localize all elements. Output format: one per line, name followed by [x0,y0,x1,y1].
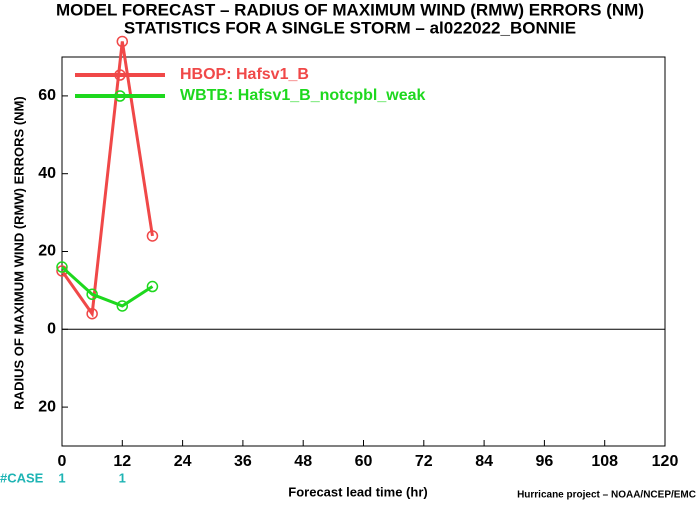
data-point [146,280,159,293]
credit: Hurricane project – NOAA/NCEP/EMC [517,490,696,501]
data-point [116,300,129,312]
data-point [146,230,159,242]
y-tick-label: 40 [38,165,56,182]
series-line [60,265,154,308]
plot-frame [61,56,666,447]
x-tick-label: 96 [536,453,554,470]
data-point [86,288,98,301]
y-tick-label: 60 [38,87,56,104]
x-tick-label: 36 [234,453,252,470]
chart-subtitle: STATISTICS FOR A SINGLE STORM – al022022… [124,18,576,37]
y-axis-label: RADIUS OF MAXIMUM WIND (RMW) ERRORS (NM) [11,96,26,409]
x-tick-label: 84 [475,453,493,470]
legend-label: WBTB: Hafsv1_B_notcpbl_weak [180,87,425,104]
legend-marker [114,69,126,81]
x-tick-label: 12 [113,453,131,470]
x-tick-label: 48 [294,453,312,470]
case-count: 1 [58,470,65,485]
case-label: #CASE [0,470,44,485]
y-tick-label: 20 [38,243,56,260]
y-tick-label: 0 [47,321,56,338]
legend-label: HBOP: Hafsv1_B [180,66,309,83]
series-line [60,41,154,318]
x-axis-label: Forecast lead time (hr) [288,484,427,499]
x-tick-label: 108 [591,453,618,470]
x-tick-label: 60 [355,453,373,470]
data-point [86,307,98,320]
data-point [56,261,68,273]
data-point [116,35,129,48]
y-tick-label: 20 [38,398,56,415]
x-tick-label: 72 [415,453,433,470]
legend-marker [114,90,126,102]
case-count: 1 [119,470,126,485]
x-tick-label: 0 [58,453,67,470]
x-tick-label: 24 [174,453,192,470]
x-tick-label: 120 [652,453,679,470]
chart-title: MODEL FORECAST – RADIUS OF MAXIMUM WIND … [56,0,644,19]
